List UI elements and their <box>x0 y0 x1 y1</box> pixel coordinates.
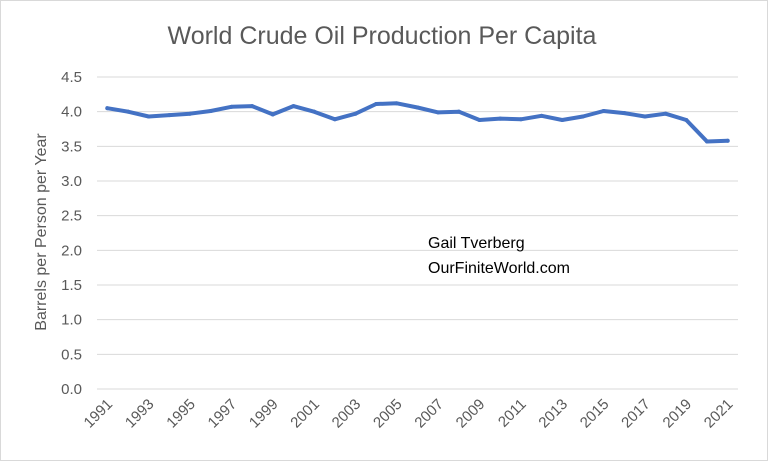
data-point <box>518 117 523 122</box>
data-point <box>188 111 193 116</box>
data-point <box>436 110 441 115</box>
y-tick-label: 1.0 <box>61 312 82 329</box>
data-point <box>105 106 110 111</box>
data-point <box>229 104 234 109</box>
data-point <box>498 116 503 121</box>
data-point <box>332 117 337 122</box>
data-point <box>642 114 647 119</box>
y-tick-label: 0.5 <box>61 346 82 363</box>
y-tick-label: 1.5 <box>61 277 82 294</box>
annotation-website: OurFiniteWorld.com <box>428 260 570 277</box>
data-point <box>704 139 709 144</box>
y-tick-labels: 0.0 0.5 1.0 1.5 2.0 2.5 3.0 3.5 4.0 4.5 <box>61 69 82 398</box>
data-point <box>456 109 461 114</box>
data-point <box>415 105 420 110</box>
y-tick-label: 2.0 <box>61 242 82 259</box>
data-point <box>539 113 544 118</box>
data-point <box>312 109 317 114</box>
data-point <box>725 138 730 143</box>
data-point <box>250 104 255 109</box>
data-point <box>601 108 606 113</box>
annotation-author: Gail Tverberg <box>428 235 525 252</box>
data-point <box>353 111 358 116</box>
data-point <box>146 114 151 119</box>
gridlines <box>97 76 738 390</box>
data-point <box>663 111 668 116</box>
y-tick-label: 2.5 <box>61 208 82 225</box>
chart-title: World Crude Oil Production Per Capita <box>168 22 597 50</box>
data-point <box>622 111 627 116</box>
y-tick-label: 3.5 <box>61 138 82 155</box>
y-tick-label: 0.0 <box>61 381 82 398</box>
y-tick-label: 3.0 <box>61 173 82 190</box>
data-point <box>126 109 131 114</box>
y-tick-label: 4.0 <box>61 104 82 121</box>
data-point <box>580 114 585 119</box>
data-point <box>208 108 213 113</box>
y-tick-label: 4.5 <box>61 69 82 86</box>
data-point <box>394 101 399 106</box>
data-point <box>270 112 275 117</box>
data-point <box>167 113 172 118</box>
data-point <box>477 117 482 122</box>
y-axis-label: Barrels per Person per Year <box>33 133 50 331</box>
data-point <box>374 102 379 107</box>
data-point <box>684 117 689 122</box>
series-layer <box>105 101 730 144</box>
data-point <box>560 117 565 122</box>
data-point <box>291 104 296 109</box>
